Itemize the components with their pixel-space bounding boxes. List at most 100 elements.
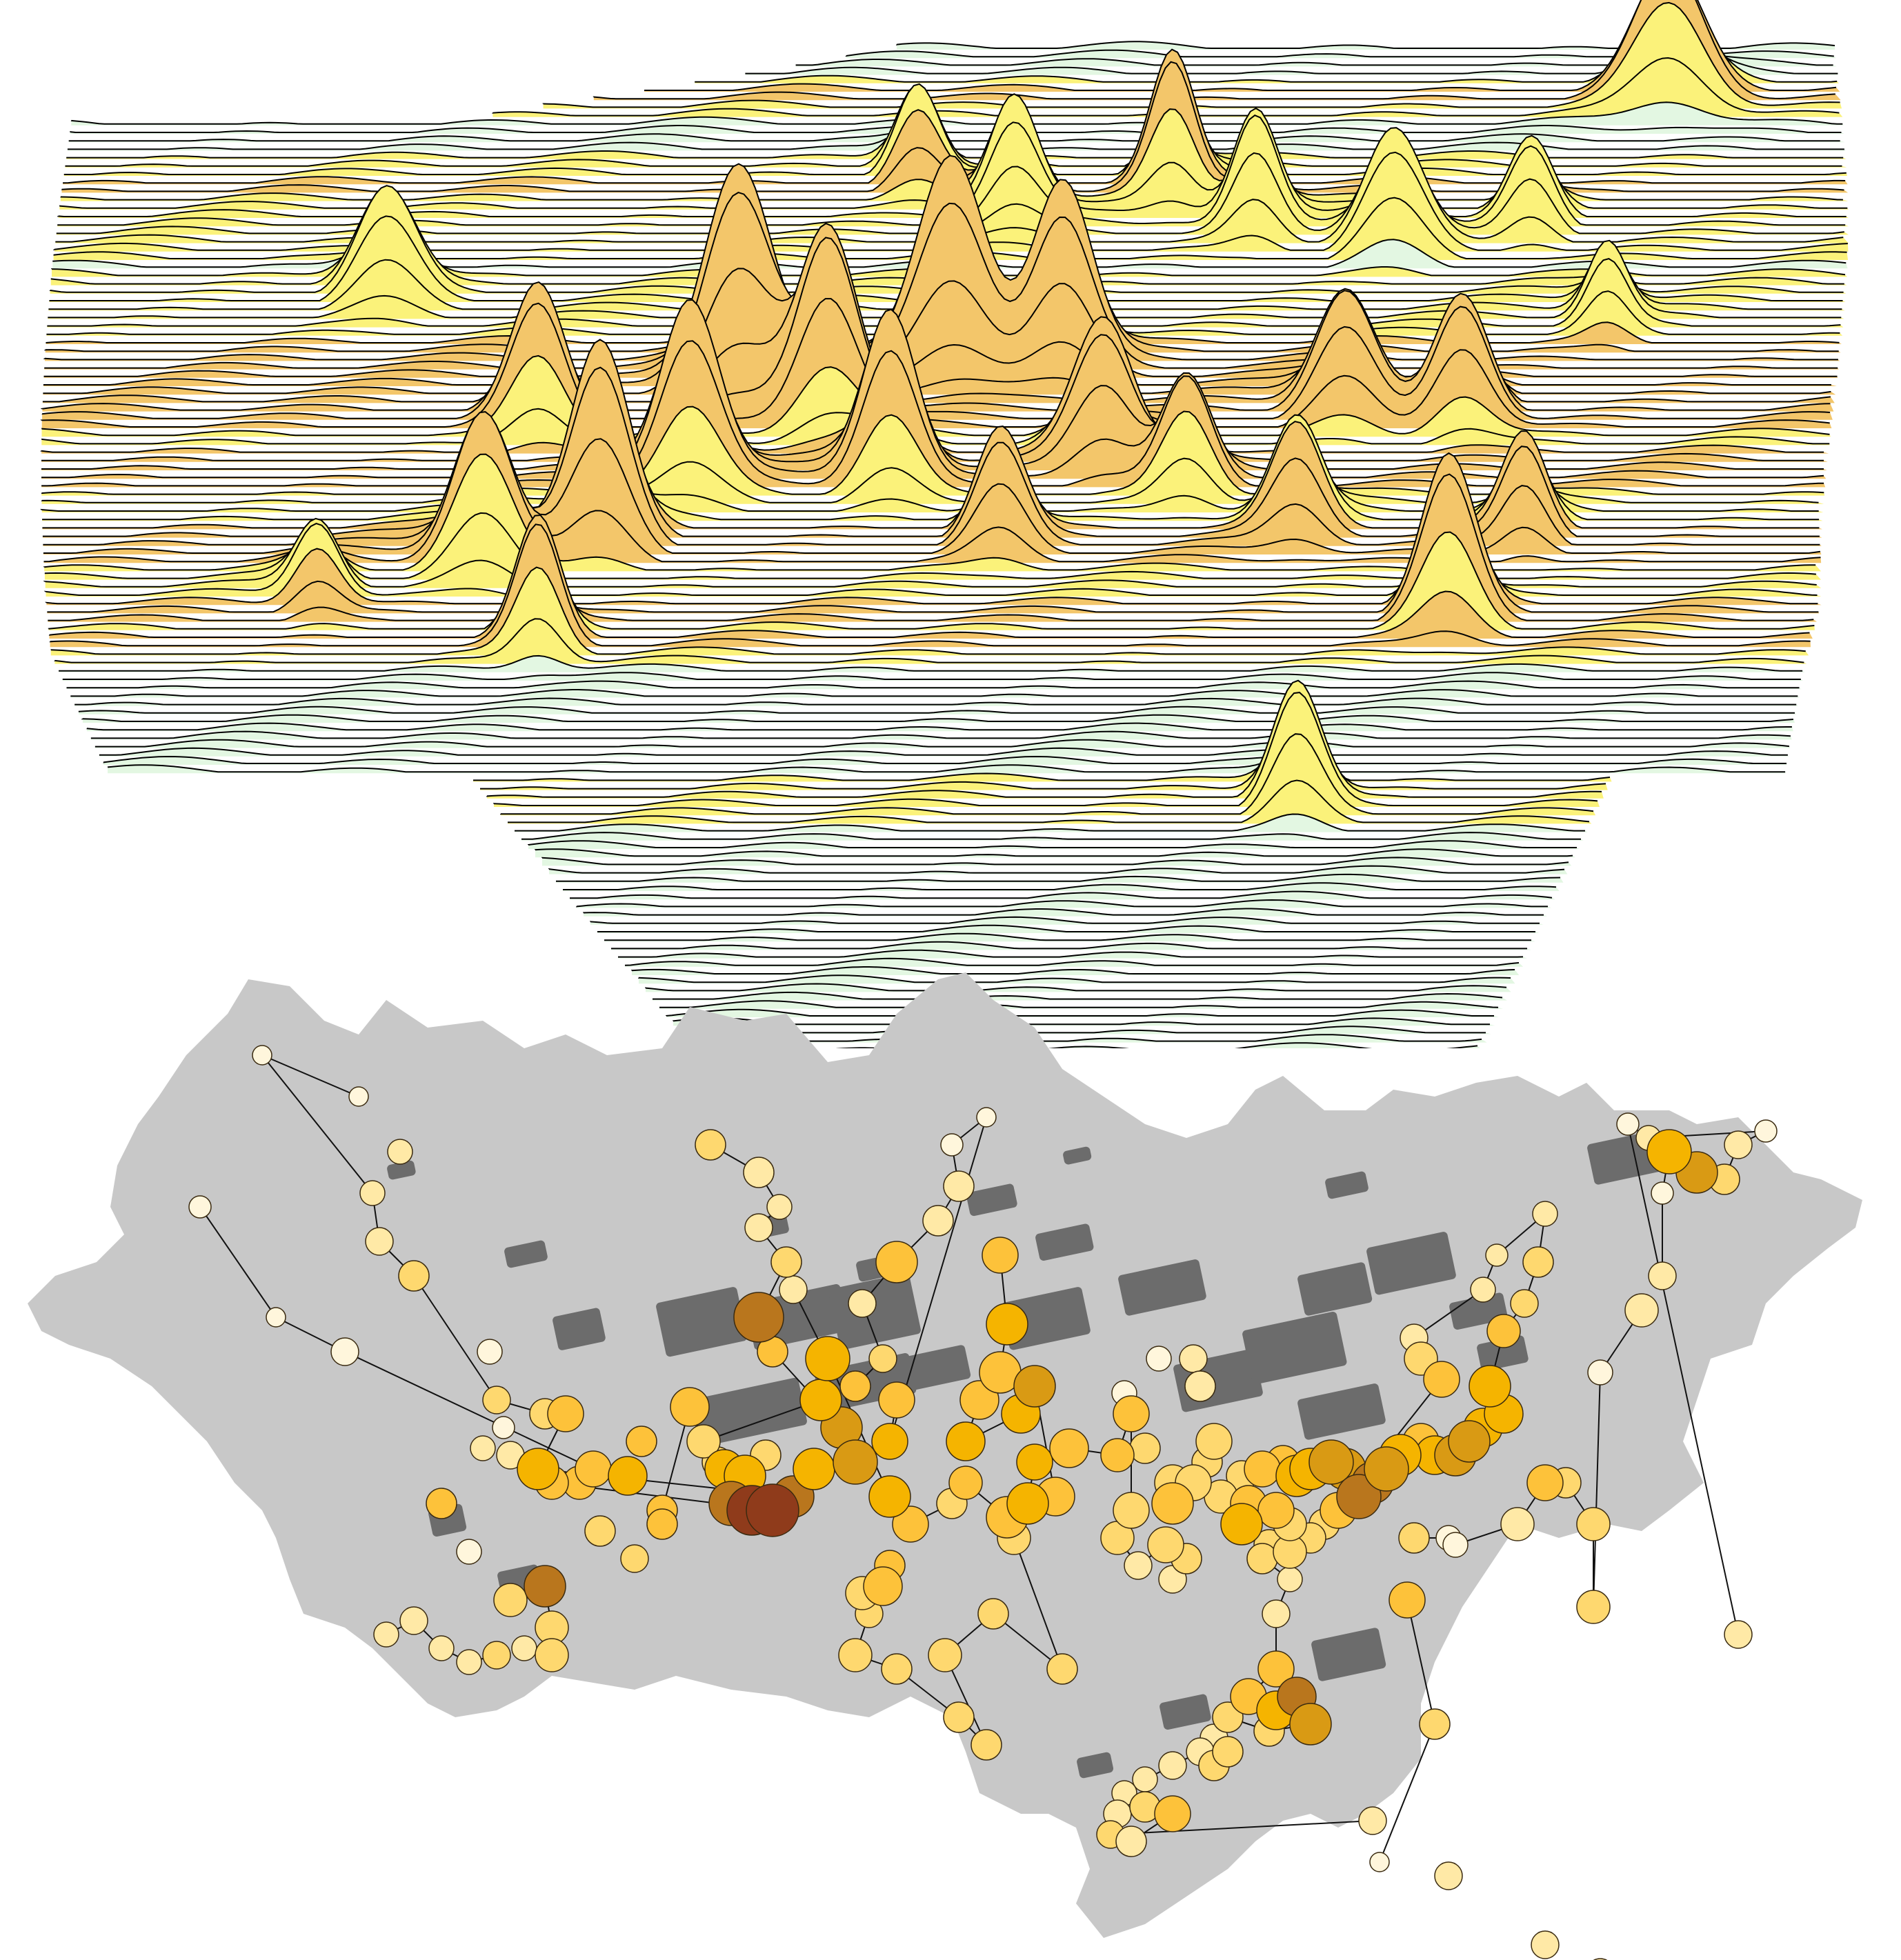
network-node — [744, 1213, 773, 1242]
ridge-fill — [846, 50, 1836, 59]
urban-patch — [1159, 1694, 1211, 1730]
network-edge — [1013, 1537, 1063, 1670]
network-node — [793, 1448, 835, 1490]
network-node — [833, 1439, 878, 1485]
network-node — [398, 1260, 430, 1292]
network-node — [1046, 1653, 1078, 1685]
network-node — [1648, 1261, 1677, 1290]
ridge-line — [44, 202, 1838, 369]
network-node — [746, 1483, 799, 1537]
ridge-fill — [48, 532, 1815, 630]
network-node — [1244, 1450, 1281, 1488]
network-node — [977, 1598, 1009, 1630]
network-node — [1500, 1507, 1535, 1541]
network-node — [695, 1129, 726, 1161]
urban-patch — [1297, 1262, 1373, 1316]
ridge-fill — [49, 216, 1846, 302]
network-node — [584, 1515, 616, 1547]
network-node — [948, 1466, 983, 1500]
network-node — [456, 1649, 482, 1675]
ridge-line — [515, 813, 1585, 832]
network-node — [1470, 1277, 1496, 1303]
ridge-line — [107, 754, 1786, 773]
network-node — [1220, 1503, 1263, 1546]
network-node — [799, 1379, 842, 1421]
network-node — [456, 1539, 482, 1565]
ridge-line — [45, 479, 1818, 605]
region-outline — [28, 972, 1862, 1938]
ridge-line — [78, 706, 1795, 714]
network-node — [779, 1275, 808, 1304]
ridge-fill — [646, 983, 1511, 992]
ridge-fill — [59, 655, 1805, 672]
ridge-line — [638, 974, 1511, 983]
ridge-line — [556, 873, 1561, 882]
ridge-line — [528, 840, 1577, 848]
network-node — [976, 1107, 997, 1128]
network-nodes — [188, 1045, 1778, 1960]
ridge-fill — [45, 518, 1822, 588]
ridge-fill — [74, 698, 1798, 706]
network-node — [1442, 1532, 1469, 1558]
network-node — [1724, 1620, 1753, 1649]
network-node — [517, 1448, 559, 1490]
network-map — [0, 917, 1901, 1960]
ridge-line — [480, 701, 1606, 790]
ridge-line — [604, 932, 1531, 941]
ridge-line — [508, 779, 1590, 823]
ridge-line — [486, 679, 1602, 798]
network-node — [1124, 1551, 1153, 1580]
network-node — [426, 1488, 457, 1519]
ridge-line — [48, 514, 1810, 638]
ridge-line — [62, 672, 1801, 680]
network-node — [535, 1638, 569, 1672]
urban-patch — [553, 1308, 606, 1350]
network-node — [373, 1621, 399, 1648]
urban-patch — [1118, 1259, 1206, 1316]
network-node — [1113, 1492, 1150, 1529]
network-node — [492, 1416, 515, 1439]
network-node — [547, 1395, 584, 1432]
ridge-fill — [41, 341, 1826, 488]
network-node — [470, 1435, 496, 1461]
ridge-line — [563, 882, 1557, 890]
ridge-line — [493, 692, 1598, 806]
ridge-fill — [653, 992, 1507, 1001]
network-node — [188, 1195, 212, 1219]
network-node — [493, 1583, 528, 1617]
network-node — [1132, 1766, 1158, 1792]
network-node — [868, 1475, 911, 1518]
network-node — [252, 1045, 272, 1066]
ridge-line — [48, 473, 1814, 621]
network-node — [359, 1180, 386, 1206]
network-node — [1151, 1482, 1194, 1525]
ridge-line — [70, 125, 1842, 133]
ridge-fill — [41, 406, 1825, 496]
urban-patch — [1035, 1223, 1094, 1261]
ridge-fill — [535, 849, 1575, 858]
network-node — [686, 1424, 721, 1459]
ridge-line — [42, 370, 1820, 529]
ridge-line — [103, 755, 1786, 764]
network-node — [1624, 1293, 1659, 1328]
network-node — [482, 1386, 511, 1414]
urban-patch — [387, 1160, 416, 1180]
network-node — [482, 1641, 511, 1670]
network-node — [1389, 1581, 1426, 1619]
network-node — [848, 1289, 877, 1318]
ridge-line — [43, 517, 1817, 588]
network-node — [1651, 1181, 1674, 1205]
ridge-fill — [90, 731, 1792, 740]
ridge-line — [679, 1026, 1486, 1034]
network-node — [838, 1638, 873, 1672]
network-node — [1486, 1314, 1521, 1348]
urban-patch — [1063, 1146, 1092, 1165]
urban-patch — [1311, 1628, 1386, 1681]
ridge-line — [70, 101, 1843, 125]
urban-patch — [1242, 1312, 1347, 1385]
network-node — [1369, 1852, 1390, 1872]
network-edge — [1406, 1599, 1435, 1725]
network-map-svg — [28, 972, 1862, 1960]
network-node — [1006, 1482, 1049, 1525]
network-node — [646, 1508, 678, 1540]
